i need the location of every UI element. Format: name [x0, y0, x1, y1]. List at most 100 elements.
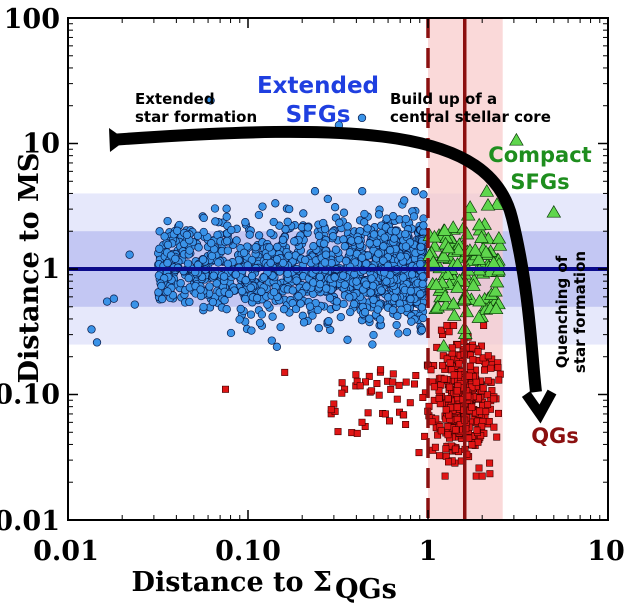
y-tick-label: 10	[22, 129, 60, 160]
qg-point	[395, 381, 403, 389]
extended-sfg-point	[247, 255, 257, 265]
extended-sfg-point	[343, 222, 352, 231]
compact-sfg-point	[492, 238, 508, 251]
qg-point	[415, 449, 423, 457]
extended-sfg-point	[205, 282, 214, 291]
qg-point	[406, 399, 414, 407]
qg-point	[480, 366, 488, 374]
compact-sfg-point	[427, 229, 442, 243]
qg-point	[435, 394, 443, 402]
extended-sfg-point	[290, 237, 299, 246]
extended-sfg-point	[163, 258, 172, 268]
extended-sfg-point	[314, 231, 324, 240]
compact-sfg-point	[480, 198, 496, 211]
compact-sfg-point	[546, 205, 562, 218]
extended-sfgs-label-line2: SFGs	[286, 102, 351, 128]
extended-sfg-point	[266, 258, 275, 268]
extended-sfg-point	[259, 273, 269, 282]
extended-sfg-point	[176, 279, 185, 288]
extended-sfg-point	[254, 210, 264, 220]
extended-sfg-point	[397, 305, 406, 314]
y-tick-label: 100	[4, 4, 60, 35]
extended-sfg-point	[331, 245, 341, 254]
extended-sfg-point	[382, 277, 391, 286]
extended-sfg-point	[358, 187, 367, 196]
qg-point	[469, 344, 477, 352]
qg-point	[353, 429, 361, 437]
extended-sfg-point	[254, 231, 264, 240]
extended-sfg-point	[416, 259, 425, 269]
extended-sfg-point	[227, 225, 236, 235]
extended-sfg-point	[283, 217, 292, 226]
qg-point	[375, 391, 383, 399]
qg-point	[478, 472, 486, 480]
extended-sfg-point	[338, 271, 348, 280]
qg-point	[281, 368, 289, 376]
extended-sfg-point	[340, 242, 349, 251]
extended-sfg-point	[194, 243, 203, 252]
extended-sfg-point	[374, 210, 384, 219]
extended-sfg-point	[368, 340, 377, 349]
compact-sfg-point	[489, 274, 505, 288]
compact-sfg-point	[462, 200, 478, 213]
qg-point	[445, 328, 453, 336]
extended-sfg-point	[276, 322, 285, 332]
extended-sfg-point	[418, 272, 427, 281]
extended-sfg-point	[292, 276, 301, 285]
extended-sfg-point	[367, 274, 376, 283]
extended-sfg-point	[246, 283, 255, 292]
qg-point	[442, 406, 450, 414]
compact-sfg-point	[450, 280, 465, 293]
qg-point	[428, 418, 436, 426]
extended-sfg-point	[87, 325, 96, 334]
extended-sfg-point	[328, 232, 338, 241]
extended-sfg-point	[157, 281, 166, 291]
qg-point	[377, 366, 385, 374]
compact-sfg-point	[471, 217, 487, 231]
qg-point	[427, 366, 435, 374]
extended-sfg-point	[251, 243, 260, 252]
extended-sfg-point	[352, 277, 361, 286]
qg-point	[402, 420, 410, 428]
extended-sfg-point	[339, 208, 349, 217]
extended-sfg-point	[339, 235, 348, 244]
qg-point	[444, 395, 452, 403]
extended-sfg-point	[155, 227, 164, 236]
extended-sfg-point	[92, 338, 102, 347]
qg-point	[430, 383, 438, 391]
extended-sfg-point	[357, 113, 367, 123]
extended-sfg-point	[343, 335, 352, 344]
extended-sfg-point	[222, 236, 232, 246]
extended-sfg-point	[417, 325, 427, 335]
extended-sfg-point	[406, 286, 415, 296]
extended-sfg-point	[319, 239, 329, 248]
compact-sfg-point	[437, 289, 453, 302]
extended-sfg-point	[391, 227, 400, 236]
extended-sfg-point	[219, 272, 229, 281]
compact-sfgs-label-line2: SFGs	[510, 170, 569, 194]
qg-point	[400, 411, 408, 419]
extended-sfg-point	[272, 342, 282, 351]
extended-sfg-point	[393, 311, 402, 321]
qg-point	[468, 403, 476, 411]
extended-sfg-point	[373, 305, 382, 314]
extended-sfg-point	[212, 279, 221, 288]
extended-sf-label-line1: Extended	[135, 90, 215, 108]
qg-point	[364, 409, 372, 417]
extended-sfg-point	[385, 246, 395, 255]
qg-point	[402, 378, 410, 386]
extended-sfg-point	[268, 312, 277, 321]
qg-point	[389, 378, 397, 386]
qg-point	[437, 427, 445, 435]
extended-sfg-point	[366, 288, 375, 297]
y-tick-label: 1	[41, 254, 60, 285]
extended-sfg-point	[308, 311, 317, 320]
extended-sfg-point	[206, 96, 215, 105]
extended-sfg-point	[284, 251, 293, 260]
extended-sfgs-label-line1: Extended	[257, 73, 379, 99]
qg-point	[438, 362, 446, 370]
extended-sfg-point	[418, 279, 427, 289]
qg-point	[358, 418, 366, 426]
extended-sfg-point	[207, 251, 217, 261]
